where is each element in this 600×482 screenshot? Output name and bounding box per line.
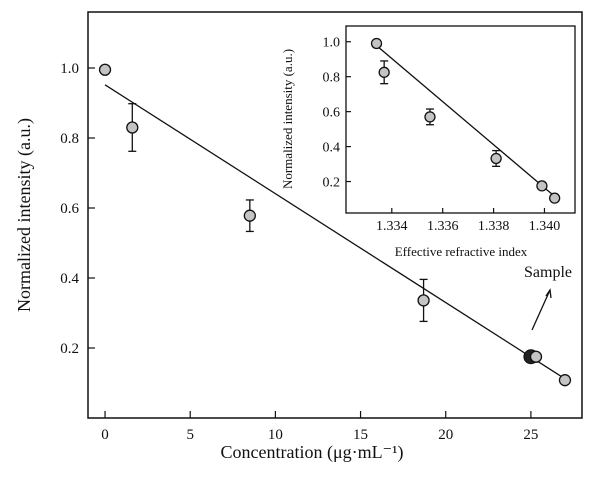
main-data-point	[98, 63, 112, 76]
main-data-point	[243, 209, 256, 222]
inset-data-point	[378, 66, 390, 78]
main-x-tick-label: 0	[101, 427, 109, 443]
main-x-tick-label: 15	[353, 427, 368, 443]
sample-annotation-arrow	[531, 289, 551, 331]
main-data-point	[529, 350, 543, 363]
inset-x-tick-label: 1.340	[529, 219, 561, 234]
main-y-axis-label: Normalized intensity (a.u.)	[14, 118, 35, 312]
main-data-point	[417, 294, 430, 307]
inset-fit-line	[373, 42, 556, 197]
inset-y-tick-label: 0.4	[323, 141, 341, 156]
inset-x-axis-label: Effective refractive index	[395, 244, 528, 259]
inset-y-axis-label: Normalized intensity (a.u.)	[280, 49, 295, 189]
inset-data-point	[424, 111, 436, 123]
main-plot: 0 5 10 15 20 25 0.2 0.4 0.6 0.8 1.0	[60, 61, 572, 443]
inset-x-tick-label: 1.338	[478, 219, 510, 234]
inset-y-tick-label: 0.6	[323, 106, 341, 121]
main-x-tick-label: 20	[438, 427, 453, 443]
main-plot-frame	[87, 11, 583, 419]
inset-y-tick-label: 0.8	[323, 71, 341, 86]
main-y-tick-label: 0.4	[60, 271, 79, 287]
inset-plot: 1.334 1.336 1.338 1.340 0.2 0.4 0.6 0.8 1.0	[323, 36, 561, 234]
inset-x-tick-label: 1.334	[376, 219, 408, 234]
main-data-point	[558, 374, 572, 387]
main-y-tick-label: 0.8	[60, 131, 79, 147]
main-x-tick-label: 25	[523, 427, 538, 443]
sample-annotation-label: Sample	[524, 264, 572, 281]
inset-x-tick-label: 1.336	[427, 219, 459, 234]
main-x-tick-label: 5	[186, 427, 194, 443]
main-x-axis-label: Concentration (μg·mL⁻¹)	[221, 442, 404, 463]
inset-y-tick-label: 1.0	[323, 36, 341, 51]
inset-data-point	[370, 37, 383, 50]
main-y-tick-label: 1.0	[60, 61, 79, 77]
sample-annotation-arrowhead	[545, 288, 552, 299]
main-x-tick-label: 10	[268, 427, 283, 443]
main-fit-line	[104, 84, 566, 380]
inset-data-point	[548, 192, 561, 204]
inset-data-point	[490, 152, 502, 165]
main-data-point	[126, 121, 139, 134]
main-y-tick-label: 0.6	[60, 201, 79, 217]
main-y-tick-label: 0.2	[60, 341, 79, 357]
inset-data-point	[536, 180, 548, 192]
inset-y-tick-label: 0.2	[323, 176, 341, 191]
